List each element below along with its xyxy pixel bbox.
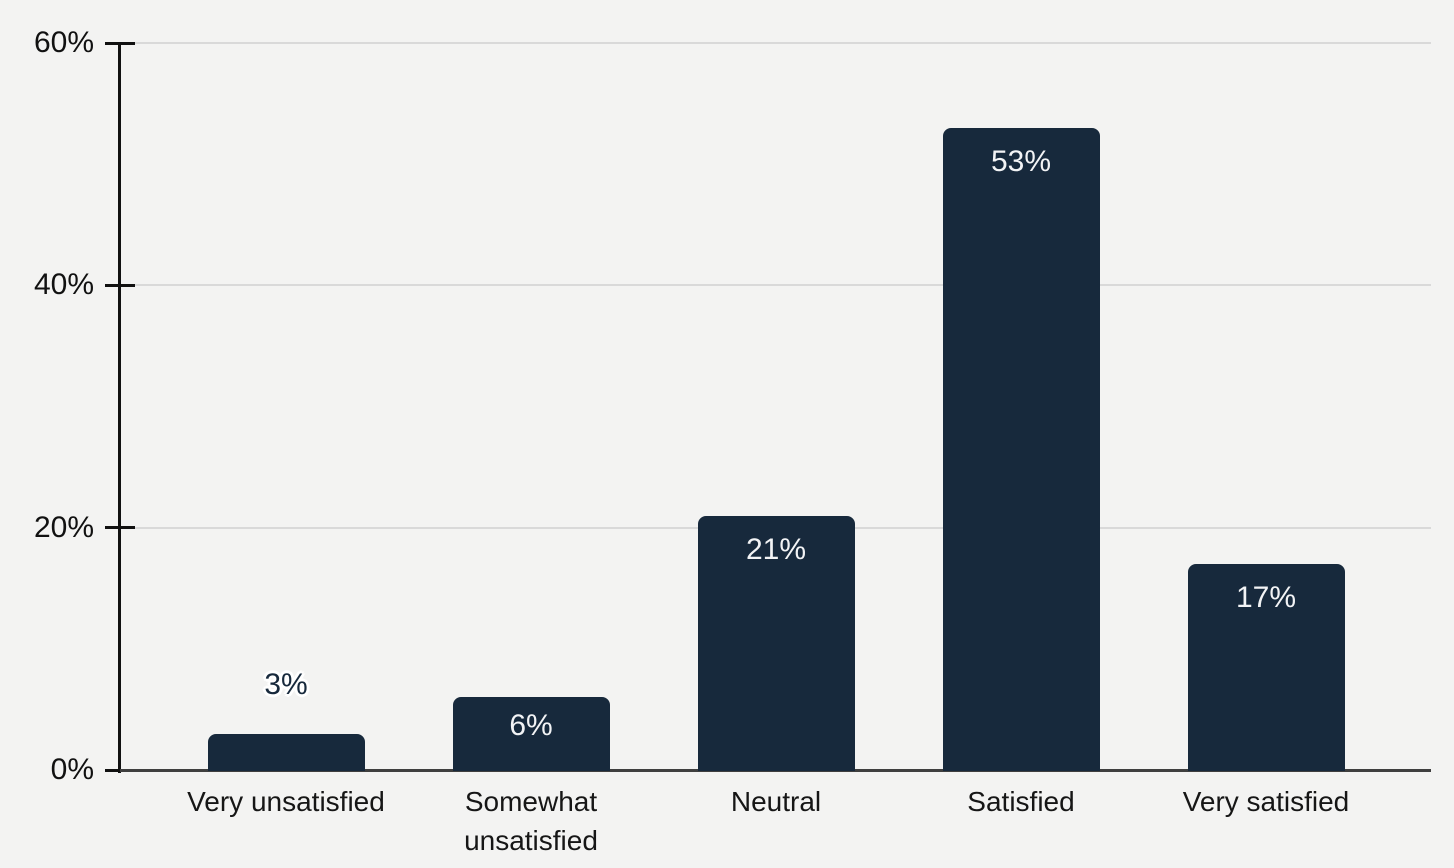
gridline xyxy=(120,284,1431,287)
x-category-label: Neutral xyxy=(730,786,822,817)
bar xyxy=(942,127,1100,772)
x-category-label: Very satisfied xyxy=(1182,786,1350,817)
y-axis-line xyxy=(118,43,121,773)
x-category-label: Very unsatisfied xyxy=(187,786,385,817)
x-category-label: Somewhat unsatisfied xyxy=(464,786,598,856)
bar-value-label: 17% xyxy=(1235,581,1297,615)
y-axis-label: 0% xyxy=(50,753,94,786)
bar-value-label: 3% xyxy=(264,667,308,701)
bar xyxy=(452,697,610,772)
bar xyxy=(207,733,365,772)
y-axis-label: 20% xyxy=(33,510,94,544)
y-axis-label: 60% xyxy=(33,26,94,59)
x-category-label: Satisfied xyxy=(967,786,1075,817)
bar xyxy=(1187,564,1345,772)
gridline xyxy=(120,42,1431,44)
bar xyxy=(697,515,855,772)
y-axis-label: 40% xyxy=(33,268,94,302)
bar-value-label: 6% xyxy=(509,709,553,743)
bar-value-label: 53% xyxy=(990,144,1052,178)
bar-value-label: 21% xyxy=(745,532,807,566)
